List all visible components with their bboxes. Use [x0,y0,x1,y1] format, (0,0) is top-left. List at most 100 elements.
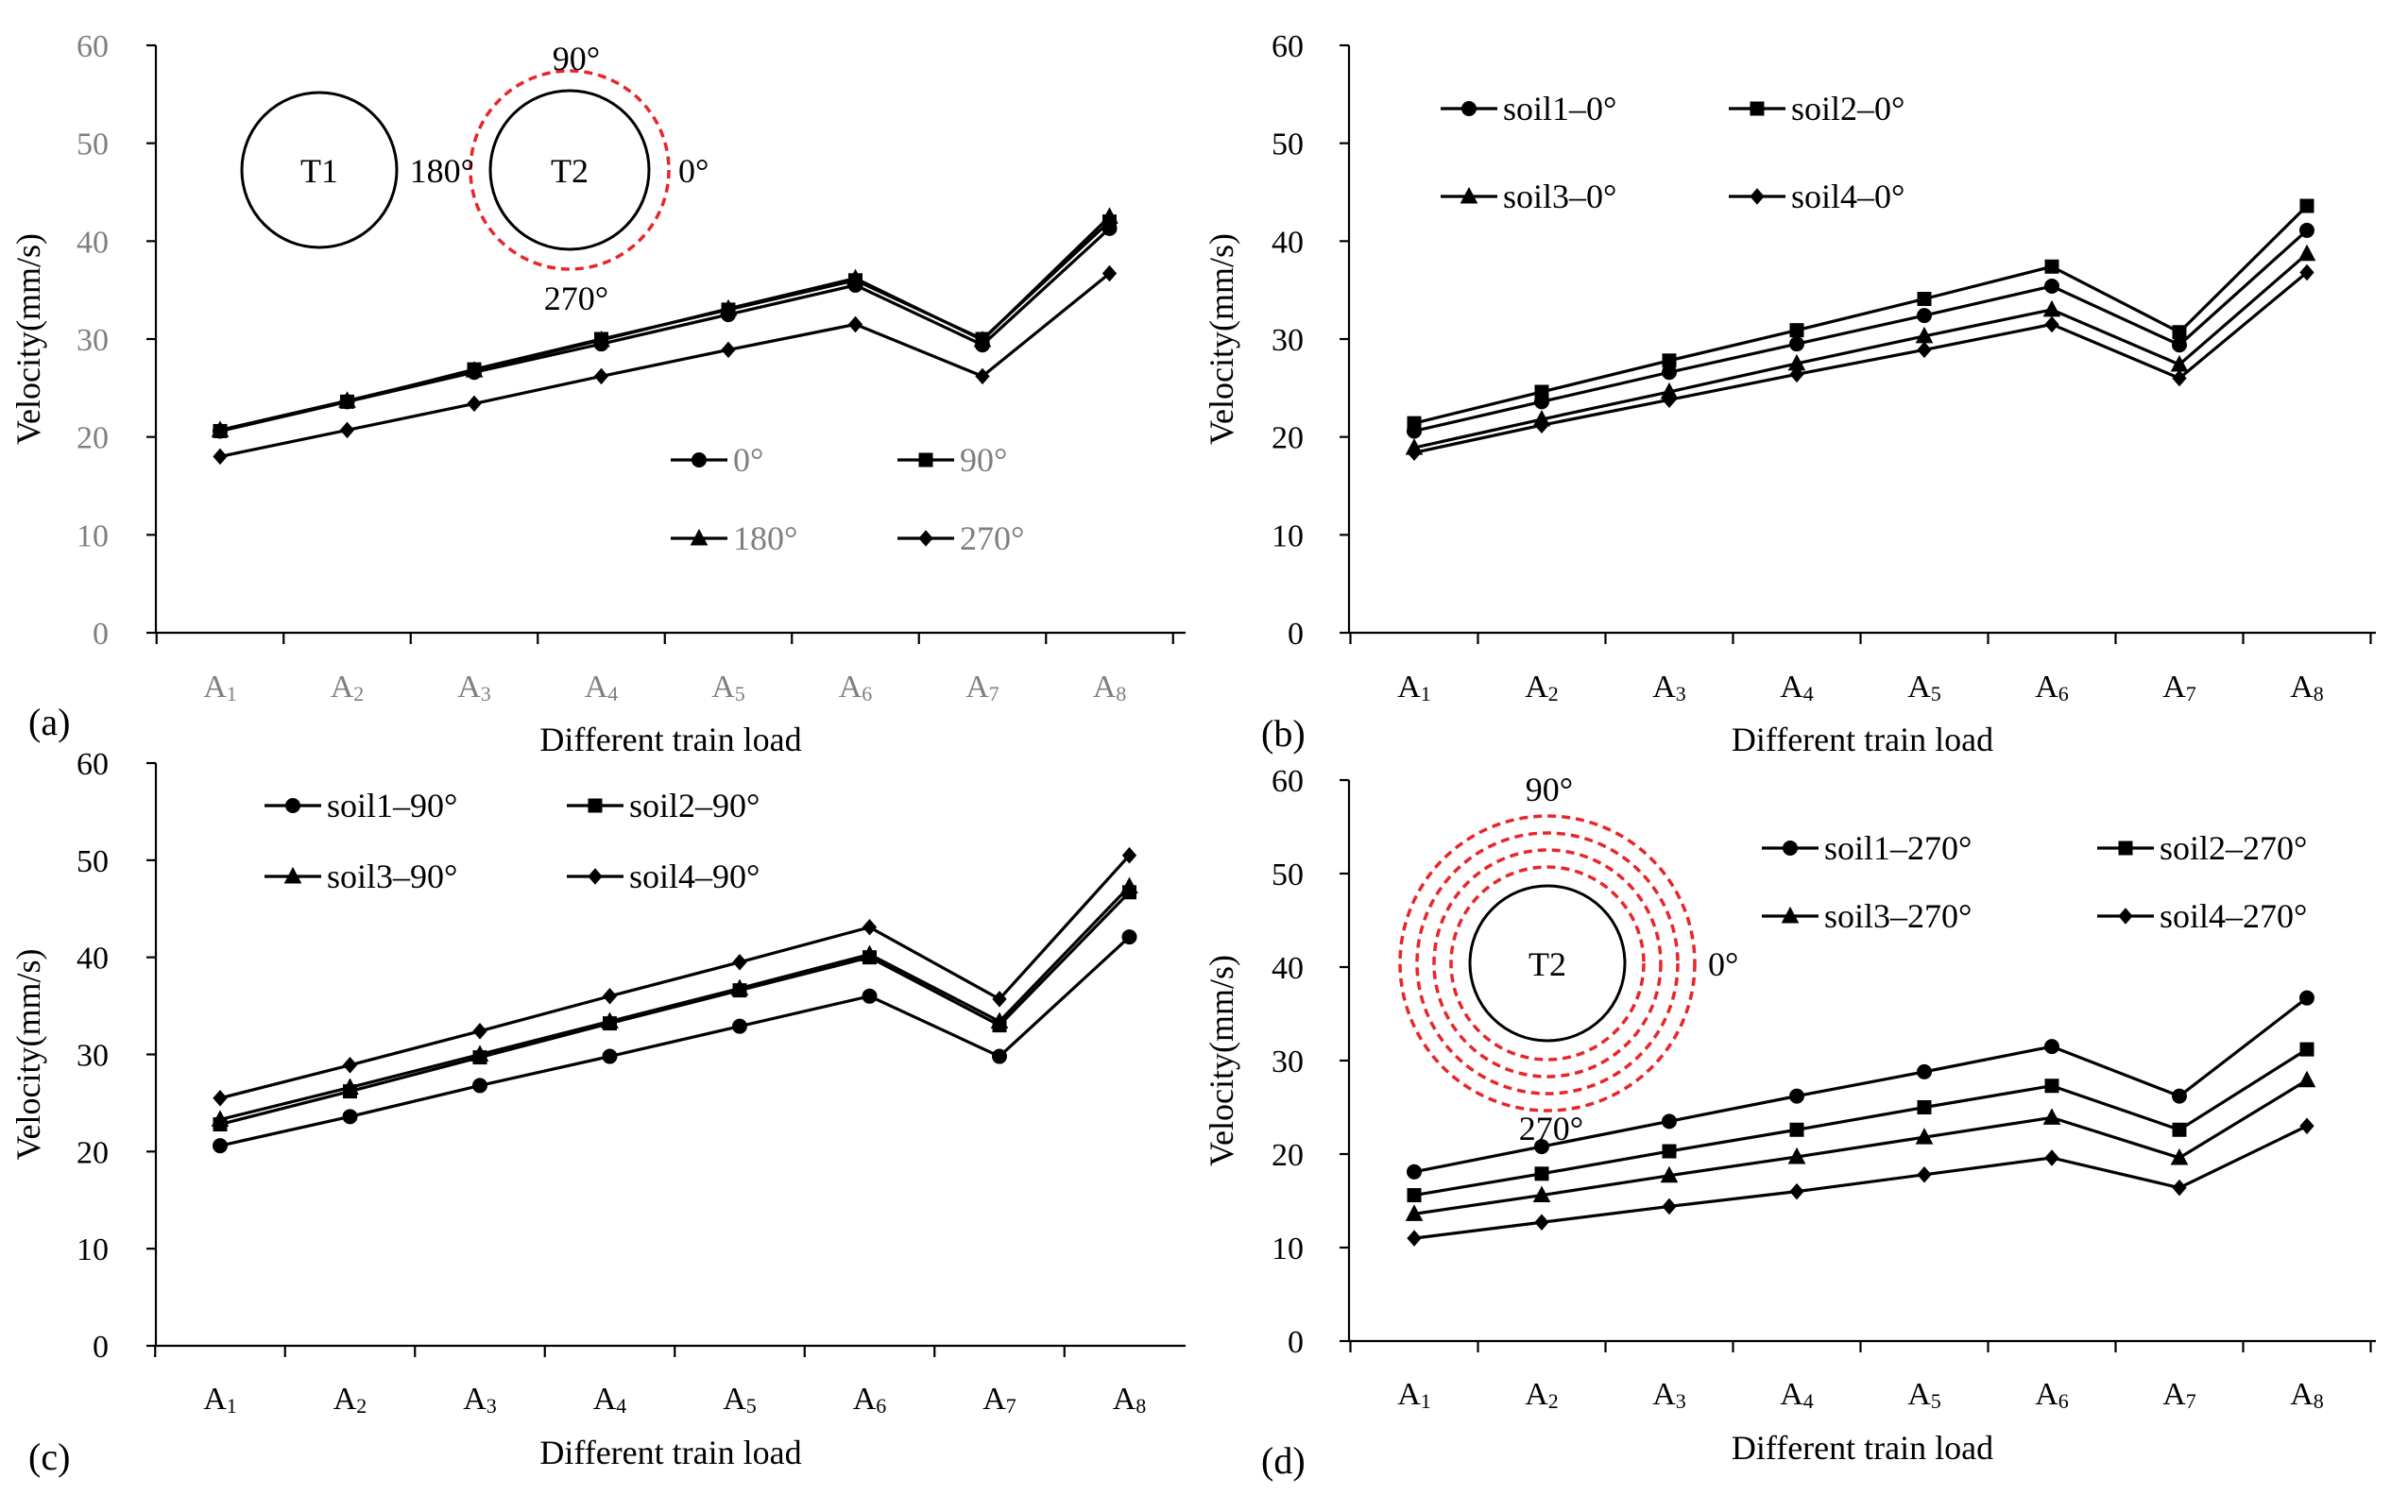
x-tick-label: A5 [1907,1377,1941,1413]
legend-marker-diamond [918,530,933,547]
data-point-marker-diamond [2172,369,2187,387]
legend-label: soil3–0° [1503,178,1616,215]
series-soil4-0 [1407,263,2314,462]
data-point-marker-triangle [1405,1204,1424,1221]
panel-letter: (b) [1261,712,1306,755]
panel-letter: (d) [1261,1439,1306,1482]
y-tick-label: 0 [93,1330,109,1365]
legend-marker-circle [1461,101,1477,116]
data-point-marker-diamond [1789,1182,1804,1200]
data-point-marker-diamond [342,1057,358,1074]
data-point-marker-circle [1662,1113,1677,1130]
data-point-marker-square [2299,1042,2314,1057]
x-tick-label: A8 [1093,670,1127,705]
data-point-marker-circle [2299,222,2314,238]
y-tick-label: 60 [77,747,109,782]
legend-label: 0° [733,441,763,479]
series-line-270 [219,272,1111,458]
data-point-marker-circle [992,1048,1007,1064]
series-soil2-270 [1407,1042,2314,1203]
red-dashed-ring [1449,865,1646,1062]
series-line-soil4-270 [1413,1124,2308,1240]
data-point-marker-circle [213,1138,228,1154]
data-point-marker-triangle [861,944,879,962]
y-tick-label: 20 [1272,421,1304,456]
data-point-marker-circle [1789,1088,1804,1104]
legend-entry: soil4–270° [2097,897,2307,935]
data-point-marker-square [1407,1188,1422,1203]
legend-entry: soil2–270° [2097,829,2307,867]
legend-entry: soil4–90° [567,858,760,895]
data-point-marker-square [1534,1166,1549,1181]
series-180 [211,207,1119,437]
legend-entry: 0° [671,441,763,479]
x-tick-label: A4 [1780,1377,1814,1413]
x-tick-label: A7 [2162,670,2196,705]
legend-c: soil1–90° soil2–90° soil3–90° soil4–90° [265,787,760,895]
y-tick-label: 30 [77,323,109,358]
data-point-marker-diamond [1917,341,1932,359]
y-tick-label: 30 [1272,323,1304,358]
y-tick-label: 20 [77,1135,109,1170]
x-axis-title: Different train load [539,721,801,758]
y-tick-label: 0 [1288,1325,1304,1360]
x-axis-title: Different train load [1732,721,1993,758]
legend-label: soil2–90° [629,787,760,824]
x-tick-label: A7 [965,670,999,705]
series-soil1-0 [1407,222,2314,439]
series-soil3-90 [211,876,1138,1127]
data-point-marker-triangle [211,1110,230,1127]
series-line-soil4-0 [1413,271,2309,454]
data-point-marker-diamond [992,991,1007,1008]
data-point-marker-triangle [592,330,610,348]
legend-entry: soil1–0° [1441,90,1616,127]
legend-entry: soil1–270° [1762,829,1972,867]
y-tick-label: 10 [1272,1232,1304,1266]
data-point-marker-triangle [990,1011,1009,1029]
legend-entry: soil2–0° [1729,90,1904,127]
y-tick-label: 40 [1272,951,1304,986]
x-tick-label: A7 [982,1382,1016,1418]
legend-entry: 270° [897,519,1024,557]
data-point-marker-triangle [846,268,864,286]
y-tick-label: 30 [77,1039,109,1074]
legend-marker-diamond [1750,188,1765,205]
data-point-marker-diamond [1102,264,1118,282]
data-point-marker-diamond [1662,391,1677,409]
x-tick-label: A3 [463,1382,497,1418]
legend-label: 180° [733,519,797,557]
x-tick-label: A3 [1652,670,1686,705]
x-tick-label: A1 [1397,1377,1431,1413]
legend-marker-circle [1783,841,1798,856]
data-point-marker-diamond [1789,365,1804,383]
tunnel-t1-label: T1 [300,152,338,190]
data-point-marker-circle [602,1048,618,1064]
red-dashed-ring [1398,814,1697,1113]
data-point-marker-square [2044,259,2059,274]
data-point-marker-circle [1534,1139,1549,1155]
data-point-marker-circle [732,1018,747,1034]
data-point-marker-diamond [1407,444,1422,462]
x-tick-label: A8 [2290,670,2324,705]
legend-b: soil1–0° soil2–0° soil3–0° soil4–0° [1441,90,1904,215]
legend-label: soil1–90° [327,787,457,824]
data-point-marker-circle [2299,990,2314,1006]
tunnel-diagram-a: T1 T2 90° 180° 0° 270° [240,40,709,317]
angle-label-top: 90° [553,40,600,77]
x-tick-label: A3 [457,670,491,705]
y-tick-label: 40 [77,942,109,977]
x-tick-label: A2 [1525,1377,1559,1413]
y-tick-label: 10 [77,1232,109,1267]
series-line-soil2-0 [1413,204,2309,425]
x-tick-label: A2 [331,670,365,705]
x-tick-label: A5 [1907,670,1941,705]
data-point-marker-circle [2172,337,2187,353]
data-point-marker-diamond [721,341,736,359]
data-point-marker-circle [1789,336,1804,352]
data-point-marker-triangle [1915,1128,1934,1145]
x-tick-label: A7 [2162,1377,2196,1413]
series-line-soil1-270 [1413,996,2308,1174]
data-point-marker-triangle [1532,1185,1551,1203]
series-soil4-270 [1407,1117,2314,1247]
data-point-marker-square [2299,198,2314,213]
